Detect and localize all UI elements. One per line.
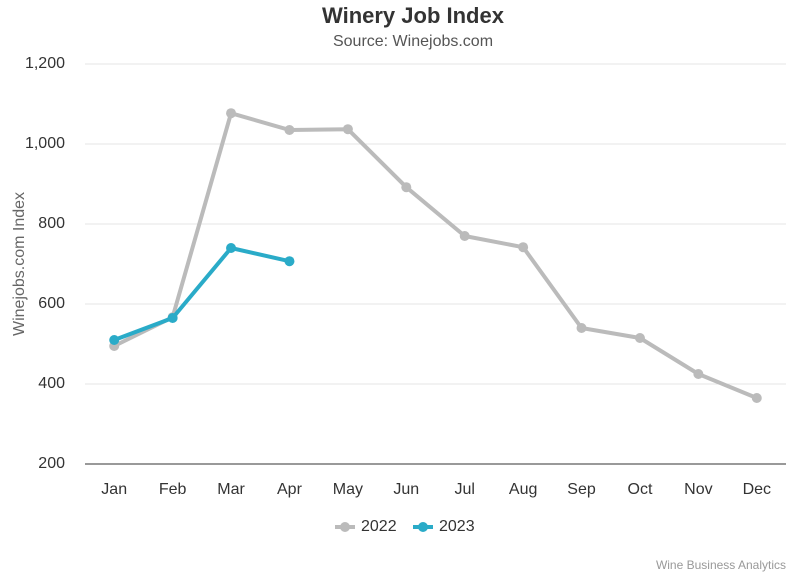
data-point: [693, 369, 704, 379]
data-point: [342, 124, 353, 135]
x-tick-label: Jan: [101, 481, 127, 498]
data-point: [284, 125, 295, 135]
y-tick-label: 800: [38, 215, 65, 232]
y-tick-label: 600: [38, 295, 65, 312]
data-point: [167, 313, 178, 323]
data-point: [109, 335, 120, 345]
y-axis-title: Winejobs.com Index: [11, 192, 28, 336]
data-point: [284, 256, 295, 267]
data-point: [459, 231, 470, 241]
chart-title: Winery Job Index: [322, 3, 505, 28]
data-point: [518, 242, 529, 253]
x-tick-label: Aug: [509, 481, 537, 498]
x-tick-label: Nov: [684, 481, 712, 498]
data-point: [751, 393, 762, 403]
chart-subtitle: Source: Winejobs.com: [333, 33, 493, 50]
series-line: [113, 111, 758, 400]
x-tick-label: Oct: [628, 481, 653, 498]
series-line: [113, 246, 290, 342]
data-point: [401, 182, 412, 193]
data-point: [576, 323, 587, 333]
data-point: [634, 333, 645, 343]
legend-label: 2023: [439, 518, 475, 535]
legend-marker: [418, 522, 428, 532]
credits: Wine Business Analytics: [656, 558, 786, 572]
legend-label: 2022: [361, 518, 397, 535]
y-tick-label: 200: [38, 455, 65, 472]
x-tick-label: Sep: [567, 481, 596, 498]
y-tick-label: 400: [38, 375, 65, 392]
legend-marker: [340, 522, 350, 532]
y-tick-label: 1,200: [25, 55, 65, 72]
x-tick-label: Jun: [393, 481, 419, 498]
x-tick-label: Dec: [743, 481, 771, 498]
data-point: [226, 243, 237, 253]
x-tick-label: Apr: [277, 481, 303, 498]
y-tick-label: 1,000: [25, 135, 65, 152]
x-tick-label: Feb: [159, 481, 187, 498]
data-point: [226, 108, 237, 119]
x-tick-label: Jul: [454, 481, 474, 498]
x-tick-label: May: [333, 481, 363, 498]
x-tick-label: Mar: [217, 481, 245, 498]
